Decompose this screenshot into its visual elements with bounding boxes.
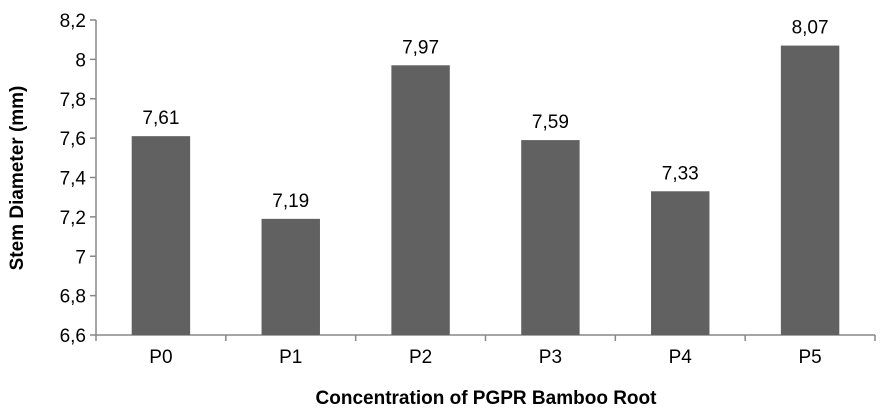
data-label-p3: 7,59 — [532, 112, 569, 133]
y-tick-label: 7,8 — [60, 90, 86, 111]
y-tick-label: 7,4 — [60, 169, 87, 190]
data-label-p0: 7,61 — [142, 108, 179, 129]
x-tick-label: P1 — [279, 347, 302, 368]
y-tick-label: 8,2 — [60, 11, 86, 32]
bar-p2 — [391, 65, 450, 335]
y-tick-label: 7,6 — [60, 129, 86, 150]
bar-p3 — [521, 140, 580, 335]
bar-p4 — [651, 191, 710, 335]
data-labels: 7,61 7,19 7,97 7,59 7,33 8,07 — [142, 18, 828, 212]
bars — [131, 45, 840, 335]
x-tick-label: P5 — [798, 347, 821, 368]
y-axis: 6,6 6,8 7 7,2 7,4 7,6 7,8 8 8,2 — [60, 11, 97, 347]
data-label-p2: 7,97 — [402, 37, 439, 58]
y-axis-title: Stem Diameter (mm) — [7, 86, 28, 271]
x-tick-label: P3 — [539, 347, 562, 368]
y-tick-label: 7 — [75, 247, 86, 268]
bar-p5 — [780, 45, 840, 335]
data-label-p4: 7,33 — [662, 163, 699, 184]
x-axis: P0 P1 P2 P3 P4 P5 — [95, 334, 876, 368]
x-tick-label: P4 — [669, 347, 693, 368]
x-tick-label: P0 — [149, 347, 172, 368]
y-tick-label: 6,6 — [60, 326, 86, 347]
x-tick-label: P2 — [409, 347, 432, 368]
y-tick-label: 6,8 — [60, 287, 86, 308]
x-axis-title: Concentration of PGPR Bamboo Root — [316, 388, 658, 409]
data-label-p5: 8,07 — [792, 18, 829, 39]
data-label-p1: 7,19 — [272, 191, 309, 212]
y-tick-label: 7,2 — [60, 208, 86, 229]
bar-p1 — [261, 218, 320, 335]
bar-p0 — [131, 136, 191, 335]
y-tick-label: 8 — [75, 50, 86, 71]
